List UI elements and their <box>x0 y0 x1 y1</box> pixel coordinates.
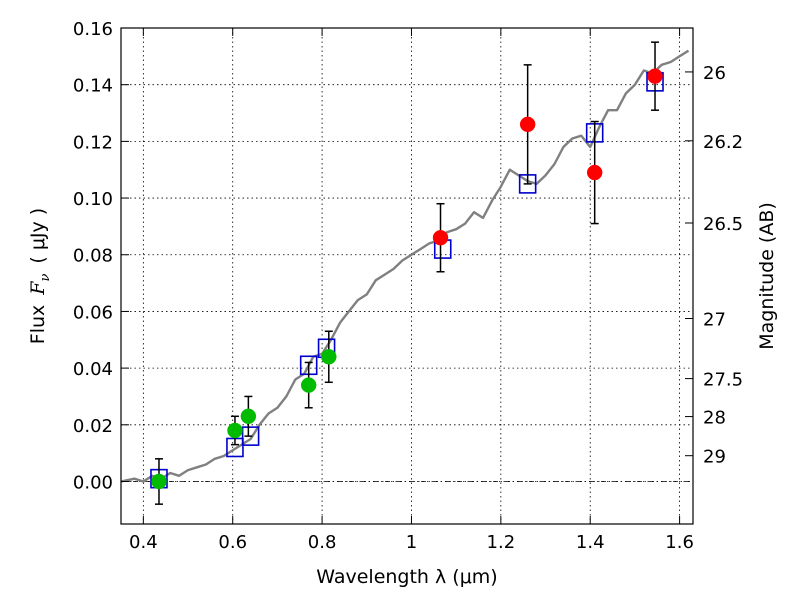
model-square-point <box>241 426 260 446</box>
y-tick-label: 0.10 <box>73 189 113 210</box>
x-tick-label: 0.4 <box>129 532 158 553</box>
y-axis-ticks: 0.00 0.02 0.04 0.06 0.08 0.10 0.12 0.14 0.16 <box>73 19 129 493</box>
x-axis-ticks: 0.4 0.6 0.8 1 1.2 1.4 1.6 <box>129 28 694 553</box>
y-axis-label-prefix: Flux <box>27 305 49 345</box>
y-tick-label: 0.08 <box>73 246 113 267</box>
observed-photometry <box>151 68 663 490</box>
y-tick-label: 0.12 <box>73 132 113 153</box>
y2-tick-label: 29 <box>703 447 726 468</box>
y2-tick-label: 26 <box>703 63 726 84</box>
x-tick-label: 1 <box>406 532 417 553</box>
data-point <box>227 422 243 439</box>
data-point <box>240 408 257 425</box>
data-point <box>321 349 337 365</box>
y-tick-label: 0.02 <box>73 416 113 437</box>
x-tick-label: 1.6 <box>665 532 694 553</box>
y2-tick-label: 28 <box>703 408 726 429</box>
data-point <box>647 68 663 84</box>
y2-axis-ticks: 26 26.2 26.5 27 27.5 28 29 <box>685 63 743 468</box>
y-tick-label: 0.16 <box>73 19 113 40</box>
plot-frame <box>120 27 694 525</box>
y-axis-label-unit-open: ( <box>27 256 49 263</box>
y-axis-label-subscript: ν <box>38 274 53 282</box>
plot-area <box>121 28 693 524</box>
data-point <box>519 116 536 133</box>
y2-tick-label: 27 <box>703 310 726 331</box>
y2-tick-label: 26.2 <box>703 132 743 153</box>
x-tick-label: 0.6 <box>218 532 247 553</box>
y-axis-label-symbol: F <box>27 281 49 296</box>
y-axis-label-unit: μJy <box>27 221 49 250</box>
x-tick-label: 0.8 <box>308 532 337 553</box>
y2-tick-label: 27.5 <box>703 370 743 391</box>
y-tick-label: 0.14 <box>73 76 113 97</box>
y-axis-label: Flux Fν ( μJy) <box>27 208 53 344</box>
y2-axis-label: Magnitude (AB) <box>756 202 778 350</box>
data-point <box>151 473 167 490</box>
data-point <box>432 229 449 246</box>
data-point <box>300 377 317 393</box>
y-tick-label: 0.04 <box>73 359 113 380</box>
data-point <box>586 164 603 181</box>
x-axis-label: Wavelength λ (μm) <box>316 566 497 588</box>
x-tick-label: 1.4 <box>576 532 605 553</box>
y-tick-label: 0.00 <box>73 472 113 493</box>
y2-tick-label: 26.5 <box>703 214 743 235</box>
x-tick-label: 1.2 <box>487 532 516 553</box>
y-axis-label-unit-close: ) <box>27 208 49 215</box>
y-tick-label: 0.06 <box>73 302 113 323</box>
